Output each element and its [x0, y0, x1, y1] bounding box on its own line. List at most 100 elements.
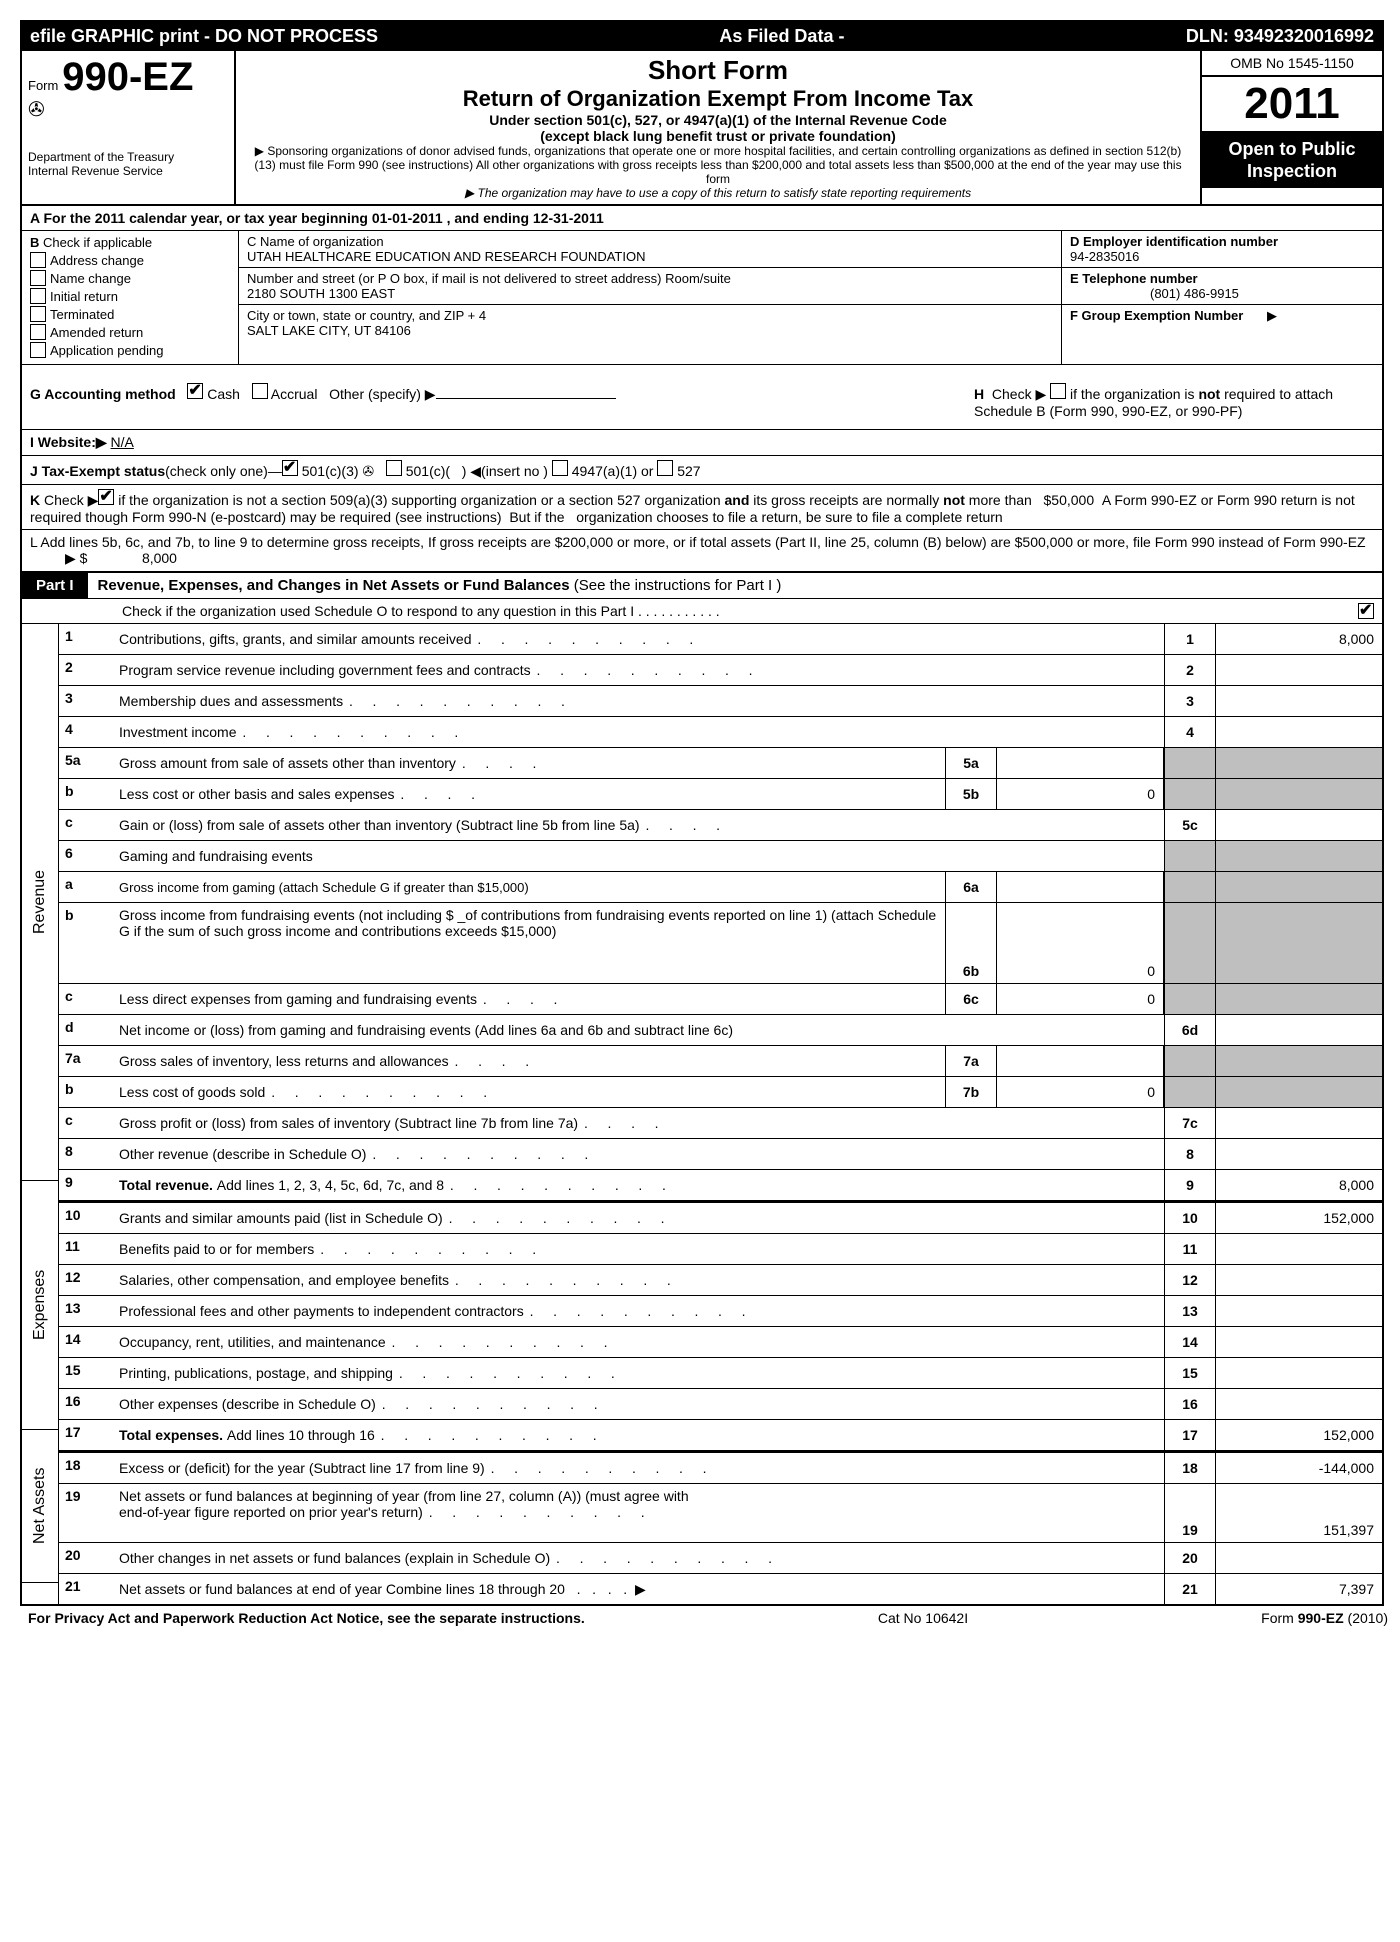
- ln-5b: b: [59, 779, 115, 809]
- cb-address-change[interactable]: [30, 252, 46, 268]
- lbl-terminated: Terminated: [50, 307, 114, 322]
- other-blank[interactable]: [436, 398, 616, 399]
- rn-3: 3: [1164, 686, 1216, 716]
- desc-6c: Less direct expenses from gaming and fun…: [115, 984, 945, 1014]
- desc-17: Total expenses. Add lines 10 through 16: [115, 1420, 1164, 1450]
- rn-5b-shade: [1164, 779, 1216, 809]
- form-990ez: efile GRAPHIC print - DO NOT PROCESS As …: [20, 20, 1384, 1606]
- line-3: 3 Membership dues and assessments 3: [59, 686, 1382, 717]
- rn-18: 18: [1164, 1453, 1216, 1483]
- rv-15: [1216, 1358, 1382, 1388]
- desc-8: Other revenue (describe in Schedule O): [115, 1139, 1164, 1169]
- ln-20: 20: [59, 1543, 115, 1573]
- ln-15: 15: [59, 1358, 115, 1388]
- form-subtitle: Under section 501(c), 527, or 4947(a)(1)…: [246, 112, 1190, 128]
- desc-20: Other changes in net assets or fund bala…: [115, 1543, 1164, 1573]
- cb-cash[interactable]: [187, 383, 203, 399]
- short-form: Short Form: [246, 55, 1190, 86]
- rv-11: [1216, 1234, 1382, 1264]
- rv-5a-shade: [1216, 748, 1382, 778]
- desc-5b: Less cost or other basis and sales expen…: [115, 779, 945, 809]
- cb-accrual[interactable]: [252, 383, 268, 399]
- ln-7a: 7a: [59, 1046, 115, 1076]
- desc-6: Gaming and fundraising events: [115, 841, 1164, 871]
- mv-5b: 0: [997, 779, 1164, 809]
- cb-501c[interactable]: [386, 460, 402, 476]
- section-k: K Check ▶ if the organization is not a s…: [22, 484, 1382, 529]
- rv-2: [1216, 655, 1382, 685]
- section-h: H Check ▶ if the organization is not req…: [974, 383, 1374, 419]
- part1-sub-text: Check if the organization used Schedule …: [122, 603, 720, 619]
- section-l: L Add lines 5b, 6c, and 7b, to line 9 to…: [22, 529, 1382, 573]
- section-b-check: Check if applicable: [43, 235, 152, 250]
- desc-16: Other expenses (describe in Schedule O): [115, 1389, 1164, 1419]
- rn-7b-shade: [1164, 1077, 1216, 1107]
- lines-table: Revenue Expenses Net Assets 1 Contributi…: [22, 624, 1382, 1604]
- section-j: J Tax-Exempt status(check only one)— 501…: [22, 455, 1382, 484]
- mn-5b: 5b: [945, 779, 997, 809]
- lbl-cash: Cash: [207, 386, 240, 402]
- cb-k[interactable]: [98, 489, 114, 505]
- rn-9: 9: [1164, 1170, 1216, 1200]
- rv-17: 152,000: [1216, 1420, 1382, 1450]
- ln-11: 11: [59, 1234, 115, 1264]
- cb-527[interactable]: [657, 460, 673, 476]
- omb-number: OMB No 1545-1150: [1202, 51, 1382, 77]
- rn-12: 12: [1164, 1265, 1216, 1295]
- lbl-other: Other (specify) ▶: [329, 386, 435, 402]
- form-except: (except black lung benefit trust or priv…: [246, 128, 1190, 144]
- rn-6c-shade: [1164, 984, 1216, 1014]
- topbar-center: As Filed Data -: [719, 26, 844, 47]
- desc-5c: Gain or (loss) from sale of assets other…: [115, 810, 1164, 840]
- c-city-label: City or town, state or country, and ZIP …: [247, 308, 1053, 323]
- irs: Internal Revenue Service: [28, 164, 228, 178]
- d-ein: 94-2835016: [1070, 249, 1139, 264]
- part1-title-text: Revenue, Expenses, and Changes in Net As…: [98, 577, 570, 594]
- cb-initial-return[interactable]: [30, 288, 46, 304]
- rn-13: 13: [1164, 1296, 1216, 1326]
- cb-name-change[interactable]: [30, 270, 46, 286]
- l-amount: 8,000: [142, 550, 177, 566]
- top-bar: efile GRAPHIC print - DO NOT PROCESS As …: [22, 22, 1382, 51]
- i-label: I Website:▶: [30, 434, 107, 450]
- cb-amended[interactable]: [30, 324, 46, 340]
- cb-h[interactable]: [1050, 383, 1066, 399]
- section-i: I Website:▶ N/A: [22, 429, 1382, 455]
- desc-2: Program service revenue including govern…: [115, 655, 1164, 685]
- line-7c: c Gross profit or (loss) from sales of i…: [59, 1108, 1382, 1139]
- rn-8: 8: [1164, 1139, 1216, 1169]
- vlabel-netassets: Net Assets: [22, 1430, 58, 1583]
- desc-11: Benefits paid to or for members: [115, 1234, 1164, 1264]
- lbl-name-change: Name change: [50, 271, 131, 286]
- ln-21: 21: [59, 1574, 115, 1604]
- cb-terminated[interactable]: [30, 306, 46, 322]
- ln-2: 2: [59, 655, 115, 685]
- lbl-initial-return: Initial return: [50, 289, 118, 304]
- desc-7c: Gross profit or (loss) from sales of inv…: [115, 1108, 1164, 1138]
- desc-3: Membership dues and assessments: [115, 686, 1164, 716]
- desc-6d: Net income or (loss) from gaming and fun…: [115, 1015, 1164, 1045]
- rv-8: [1216, 1139, 1382, 1169]
- rv-13: [1216, 1296, 1382, 1326]
- i-value: N/A: [111, 434, 134, 450]
- c-city: SALT LAKE CITY, UT 84106: [247, 323, 1053, 338]
- desc-19-wrap: Net assets or fund balances at beginning…: [115, 1484, 1164, 1542]
- rn-2: 2: [1164, 655, 1216, 685]
- cb-schedule-o[interactable]: [1358, 603, 1374, 619]
- rn-16: 16: [1164, 1389, 1216, 1419]
- lbl-address-change: Address change: [50, 253, 144, 268]
- line-21: 21 Net assets or fund balances at end of…: [59, 1574, 1382, 1604]
- header-left: Form 990-EZ ✇ Department of the Treasury…: [22, 51, 236, 204]
- vlabel-expenses: Expenses: [22, 1181, 58, 1430]
- cb-501c3[interactable]: [282, 460, 298, 476]
- line-16: 16 Other expenses (describe in Schedule …: [59, 1389, 1382, 1420]
- rn-7a-shade: [1164, 1046, 1216, 1076]
- desc-1: Contributions, gifts, grants, and simila…: [115, 624, 1164, 654]
- cb-4947[interactable]: [552, 460, 568, 476]
- rv-21: 7,397: [1216, 1574, 1382, 1604]
- mn-5a: 5a: [945, 748, 997, 778]
- cb-application-pending[interactable]: [30, 342, 46, 358]
- form-prefix: Form: [28, 78, 58, 93]
- rn-6-shade: [1164, 841, 1216, 871]
- rn-15: 15: [1164, 1358, 1216, 1388]
